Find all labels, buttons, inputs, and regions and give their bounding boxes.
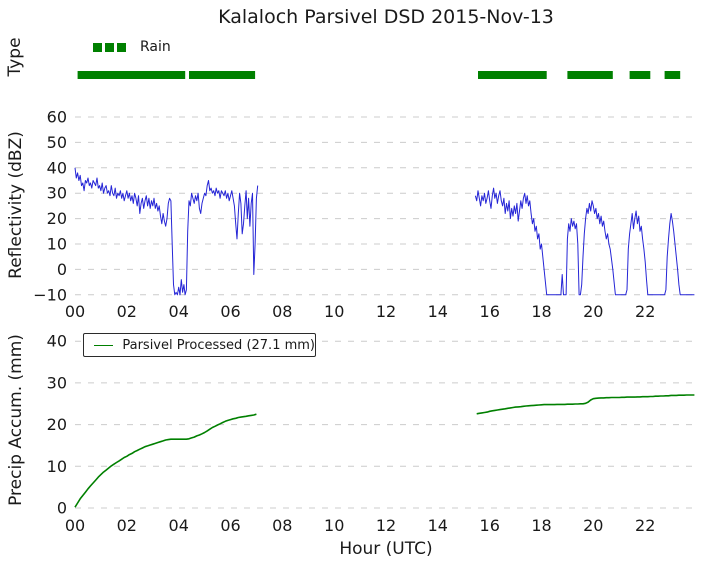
reflectivity-xtick-label: 02 (117, 302, 137, 321)
reflectivity-ytick-label: 40 (47, 158, 67, 177)
rain-swatch-icon (105, 43, 114, 52)
precip-legend-line-icon (94, 344, 114, 346)
precip-xtick-label: 16 (480, 516, 500, 535)
reflectivity-xtick-label: 10 (324, 302, 344, 321)
rain-period-bar (629, 71, 651, 79)
precip-xtick-label: 00 (65, 516, 85, 535)
precip-xtick-label: 12 (376, 516, 396, 535)
precip-xtick-label: 10 (324, 516, 344, 535)
reflectivity-ytick-label: −10 (33, 285, 67, 304)
precip-xtick-label: 06 (220, 516, 240, 535)
precip-legend: Parsivel Processed (27.1 mm) (83, 333, 316, 357)
rain-type-strip (77, 71, 681, 79)
precip-ytick-label: 20 (47, 415, 67, 434)
reflectivity-xtick-label: 14 (428, 302, 448, 321)
precip-ytick-label: 0 (57, 499, 67, 518)
precip-xtick-label: 18 (531, 516, 551, 535)
reflectivity-xtick-label: 16 (480, 302, 500, 321)
chart-title: Kalaloch Parsivel DSD 2015-Nov-13 (218, 6, 554, 28)
precip-line (74, 413, 257, 508)
reflectivity-xtick-label: 18 (531, 302, 551, 321)
reflectivity-ytick-label: 50 (47, 133, 67, 152)
precip-axis-label: Precip Accum. (mm) (6, 334, 26, 506)
precip-legend-label: Parsivel Processed (27.1 mm) (122, 337, 315, 353)
rain-legend-label: Rain (140, 39, 171, 55)
type-axis-label: Type (5, 37, 25, 77)
x-axis-label: Hour (UTC) (339, 539, 433, 559)
precip-panel: 0 10 20 30 40 00 02 04 06 08 10 12 14 16 18 20 22 (47, 332, 697, 535)
rain-type-legend: Rain (93, 39, 171, 55)
reflectivity-line (474, 187, 695, 296)
precip-xtick-label: 04 (169, 516, 189, 535)
reflectivity-xtick-label: 20 (583, 302, 603, 321)
rain-period-bar (77, 71, 186, 79)
precip-ytick-label: 40 (47, 332, 67, 351)
reflectivity-xtick-label: 04 (169, 302, 189, 321)
precip-line (476, 394, 695, 415)
rain-period-bar (664, 71, 681, 79)
rain-swatch-icon (93, 43, 102, 52)
rain-period-bar (189, 71, 256, 79)
reflectivity-xtick-label: 00 (65, 302, 85, 321)
reflectivity-xtick-label: 12 (376, 302, 396, 321)
reflectivity-ytick-label: 30 (47, 184, 67, 203)
reflectivity-ytick-label: 10 (47, 235, 67, 254)
precip-ytick-label: 30 (47, 373, 67, 392)
reflectivity-xtick-label: 06 (220, 302, 240, 321)
reflectivity-axis-label: Reflectivity (dBZ) (6, 131, 26, 279)
precip-xtick-label: 08 (272, 516, 292, 535)
reflectivity-line (74, 167, 259, 296)
precip-ytick-label: 10 (47, 457, 67, 476)
precip-xtick-label: 22 (635, 516, 655, 535)
reflectivity-ytick-label: 0 (57, 260, 67, 279)
reflectivity-xtick-label: 22 (635, 302, 655, 321)
rain-period-bar (567, 71, 613, 79)
precip-xtick-label: 14 (428, 516, 448, 535)
precip-xtick-label: 02 (117, 516, 137, 535)
rain-period-bar (478, 71, 547, 79)
rain-swatch-icon (117, 43, 126, 52)
reflectivity-ytick-label: 20 (47, 209, 67, 228)
precip-xtick-label: 20 (583, 516, 603, 535)
reflectivity-ytick-label: 60 (47, 108, 67, 127)
reflectivity-xtick-label: 08 (272, 302, 292, 321)
